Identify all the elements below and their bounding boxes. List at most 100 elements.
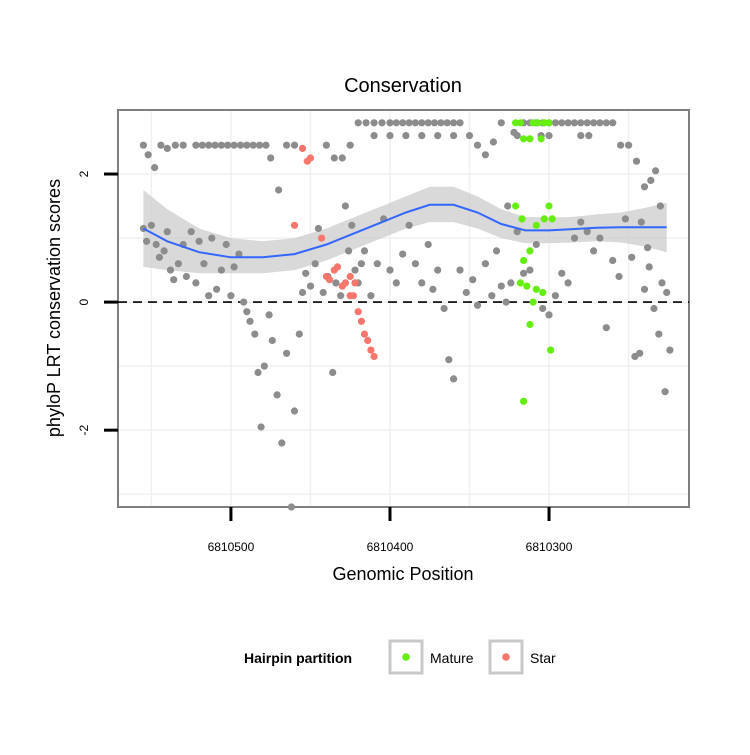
- point-other: [256, 141, 264, 149]
- point-other: [275, 186, 283, 194]
- point-other: [570, 234, 579, 242]
- legend-title: Hairpin partition: [244, 650, 352, 666]
- point-other: [319, 288, 327, 297]
- point-other: [545, 132, 553, 140]
- point-other: [473, 141, 482, 149]
- point-other: [330, 154, 338, 162]
- point-other: [224, 141, 232, 149]
- point-other: [418, 119, 426, 127]
- point-star: [351, 279, 359, 287]
- point-other: [198, 141, 206, 149]
- point-star: [333, 263, 342, 271]
- point-other: [497, 119, 505, 127]
- point-mature: [532, 221, 540, 229]
- point-other: [411, 119, 419, 127]
- point-other: [163, 228, 171, 236]
- point-other: [636, 349, 644, 357]
- point-other: [637, 218, 645, 226]
- point-mature: [532, 285, 540, 293]
- point-other: [392, 279, 400, 287]
- point-other: [251, 330, 259, 338]
- point-other: [290, 407, 299, 415]
- point-other: [278, 439, 286, 447]
- legend-label: Mature: [430, 650, 474, 666]
- point-other: [357, 260, 365, 268]
- point-other: [367, 292, 375, 300]
- point-other: [602, 119, 610, 127]
- point-other: [462, 288, 470, 297]
- point-other: [418, 279, 426, 287]
- point-other: [440, 304, 448, 313]
- point-other: [539, 304, 547, 313]
- point-other: [520, 269, 528, 277]
- point-other: [222, 240, 230, 249]
- point-other: [187, 228, 195, 236]
- point-other: [609, 256, 617, 265]
- point-other: [583, 228, 591, 236]
- point-other: [585, 132, 593, 140]
- point-other: [235, 250, 243, 258]
- point-other: [661, 388, 669, 396]
- point-other: [488, 292, 496, 300]
- point-other: [217, 266, 225, 274]
- point-mature: [539, 288, 547, 297]
- chart-title: Conservation: [344, 75, 462, 97]
- point-other: [174, 260, 182, 268]
- point-other: [351, 266, 359, 274]
- point-star: [367, 346, 375, 354]
- point-other: [370, 119, 378, 127]
- point-other: [243, 308, 251, 316]
- point-other: [302, 269, 310, 277]
- point-other: [489, 138, 497, 146]
- point-other: [399, 119, 407, 127]
- point-other: [213, 285, 221, 293]
- point-other: [655, 330, 663, 338]
- point-other: [230, 141, 238, 149]
- point-other: [211, 141, 219, 149]
- point-star: [346, 272, 354, 281]
- point-other: [227, 292, 235, 300]
- point-other: [513, 132, 521, 140]
- point-mature: [516, 119, 525, 127]
- point-other: [632, 157, 641, 165]
- point-other: [243, 141, 251, 149]
- point-other: [386, 119, 394, 127]
- point-star: [357, 317, 365, 325]
- point-other: [143, 237, 151, 245]
- point-other: [658, 279, 666, 287]
- point-other: [298, 288, 307, 297]
- point-other: [456, 119, 464, 127]
- point-other: [354, 119, 362, 127]
- legend-key-box: [388, 639, 424, 675]
- legend-entries: Mature Star: [388, 639, 556, 675]
- point-other: [268, 336, 276, 345]
- point-other: [160, 247, 168, 255]
- point-other: [645, 263, 653, 271]
- y-tick-label: 0: [77, 298, 91, 305]
- point-other: [295, 330, 303, 338]
- point-other: [551, 292, 560, 300]
- point-other: [551, 119, 560, 127]
- point-other: [322, 141, 330, 149]
- point-other: [386, 132, 394, 140]
- point-other: [306, 282, 315, 290]
- y-tick-label: -2: [77, 425, 91, 436]
- point-other: [170, 276, 178, 284]
- point-other: [362, 119, 370, 127]
- point-other: [399, 250, 407, 258]
- point-other: [348, 221, 356, 229]
- point-other: [577, 132, 585, 140]
- point-other: [497, 282, 505, 290]
- data-points: [139, 119, 674, 511]
- point-other: [583, 119, 591, 127]
- point-other: [151, 164, 159, 172]
- point-other: [418, 132, 426, 140]
- point-mature: [537, 135, 545, 143]
- point-other: [246, 317, 254, 325]
- point-other: [656, 202, 665, 210]
- point-other: [602, 324, 610, 332]
- point-other: [378, 119, 386, 127]
- point-other: [666, 346, 674, 354]
- axes: 6810500 6810400 6810300 -2 0 2: [77, 170, 573, 554]
- point-other: [577, 119, 585, 127]
